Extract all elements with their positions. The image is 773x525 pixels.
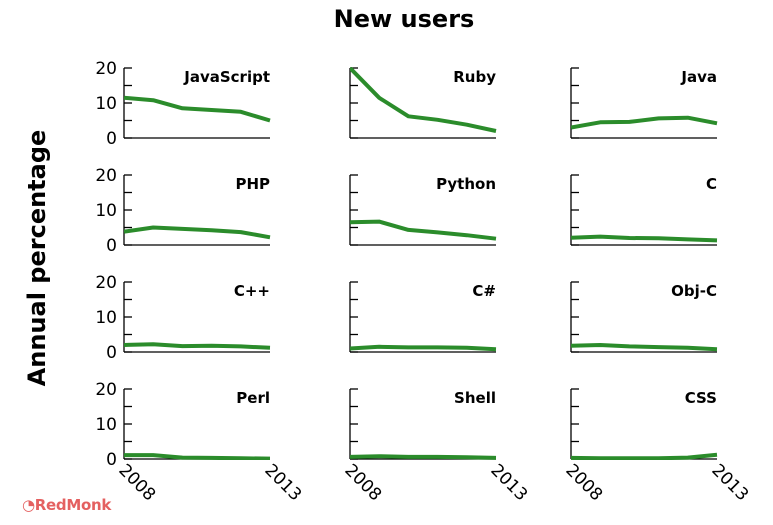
y-tick-label: 10 — [95, 308, 117, 328]
x-tick-label: 2013 — [486, 460, 531, 505]
y-tick-label: 10 — [95, 201, 117, 221]
y-tick-label: 10 — [95, 415, 117, 435]
panel-label: CSS — [685, 389, 717, 407]
panel-java: Java — [570, 67, 718, 139]
series-line-shell — [350, 454, 497, 460]
x-tick-label: 2008 — [561, 460, 606, 505]
y-tick-label: 20 — [95, 59, 117, 79]
y-tick-label: 20 — [95, 273, 117, 293]
panel-csharp: C# — [349, 281, 497, 353]
panel-label: JavaScript — [183, 68, 270, 86]
panel-css: 2008 2013 CSS — [561, 388, 752, 505]
series-line-obj-c — [571, 343, 718, 352]
x-tick-label: 2008 — [340, 460, 385, 505]
y-axis-label: Annual percentage — [23, 130, 51, 387]
panel-label: Perl — [236, 389, 270, 407]
y-tick-label: 0 — [106, 343, 117, 363]
y-tick-label: 10 — [95, 94, 117, 114]
y-tick-label: 0 — [106, 236, 117, 256]
x-tick-label: 2013 — [707, 460, 752, 505]
panel-label: C# — [472, 282, 496, 300]
series-line-ruby — [350, 67, 497, 133]
panel-grid: 0 10 20 JavaScript Ruby Java 0 10 20 PHP Python C 0 1… — [95, 59, 752, 505]
redmonk-logo-text: RedMonk — [34, 496, 112, 514]
panel-cpp: 0 10 20 C++ — [95, 273, 271, 363]
panel-label: Obj-C — [671, 282, 717, 300]
series-line-php — [124, 225, 271, 240]
series-line-csharp — [350, 344, 497, 352]
panel-php: 0 10 20 PHP — [95, 166, 271, 256]
panel-python: Python — [349, 174, 497, 246]
redmonk-logo-mark: ◔ — [22, 496, 35, 514]
x-tick-label: 2008 — [114, 460, 159, 505]
panel-shell: 2008 2013 Shell — [340, 388, 531, 505]
series-line-cpp — [124, 342, 271, 350]
panel-c: C — [570, 174, 718, 246]
series-line-perl — [124, 453, 271, 460]
panel-perl: 0 10 20 2008 2013 Perl — [95, 380, 305, 505]
panel-obj-c: Obj-C — [570, 281, 718, 353]
panel-label: Ruby — [453, 68, 496, 86]
chart-title: New users — [334, 5, 475, 33]
y-tick-label: 20 — [95, 166, 117, 186]
x-tick-label: 2013 — [260, 460, 305, 505]
panel-label: Java — [680, 68, 717, 86]
y-tick-label: 0 — [106, 129, 117, 149]
y-tick-label: 0 — [106, 450, 117, 470]
panel-label: C — [706, 175, 717, 193]
series-line-javascript — [124, 95, 271, 123]
panel-label: Python — [436, 175, 496, 193]
series-line-c — [571, 234, 718, 243]
series-line-python — [350, 219, 497, 241]
panel-javascript: 0 10 20 JavaScript — [95, 59, 271, 149]
series-line-css — [571, 452, 718, 460]
panel-label: C++ — [234, 282, 270, 300]
panel-label: PHP — [235, 175, 270, 193]
redmonk-logo: ◔RedMonk — [22, 496, 111, 514]
y-tick-label: 20 — [95, 380, 117, 400]
panel-label: Shell — [454, 389, 496, 407]
panel-ruby: Ruby — [349, 67, 497, 139]
series-line-java — [571, 115, 718, 130]
